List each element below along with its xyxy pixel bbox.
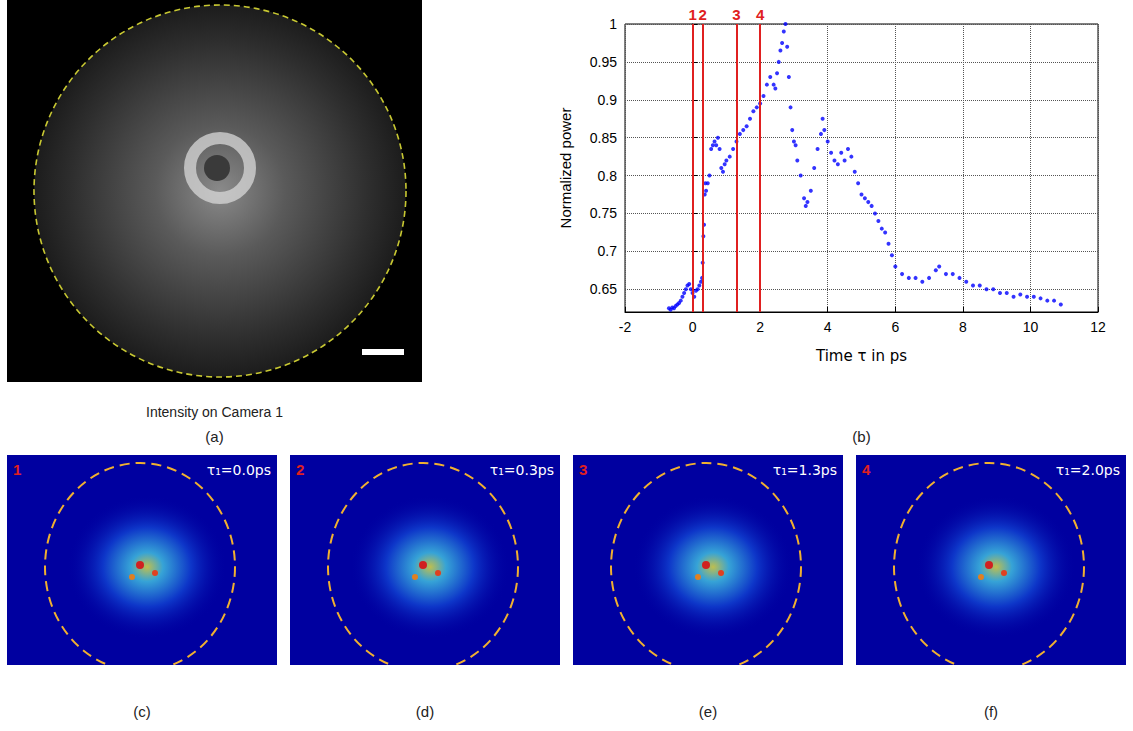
svg-text:0: 0 <box>689 319 697 335</box>
svg-text:3: 3 <box>732 6 740 23</box>
svg-text:-2: -2 <box>619 319 632 335</box>
svg-text:0.85: 0.85 <box>590 130 617 146</box>
svg-text:Normalized power: Normalized power <box>557 108 574 229</box>
svg-text:12: 12 <box>1090 319 1106 335</box>
svg-text:Time τ in ps: Time τ in ps <box>815 347 907 365</box>
svg-text:1: 1 <box>609 16 617 32</box>
svg-text:0.7: 0.7 <box>598 243 618 259</box>
svg-text:10: 10 <box>1023 319 1039 335</box>
svg-text:4: 4 <box>824 319 832 335</box>
html-text:(a): (a) <box>205 428 224 445</box>
svg-text:8: 8 <box>959 319 967 335</box>
svg-text:0.75: 0.75 <box>590 205 617 221</box>
svg-text:0.8: 0.8 <box>598 168 618 184</box>
svg-text:τ₁=0.0ps: τ₁=0.0ps <box>207 462 271 478</box>
svg-text:τ₁=2.0ps: τ₁=2.0ps <box>1056 462 1120 478</box>
html-text:(b): (b) <box>852 428 871 445</box>
svg-text:0.9: 0.9 <box>598 92 618 108</box>
svg-text:2: 2 <box>756 319 764 335</box>
svg-text:τ₁=0.3ps: τ₁=0.3ps <box>490 462 554 478</box>
html-text:Intensity on Camera 1: Intensity on Camera 1 <box>146 404 283 420</box>
html-text:(d): (d) <box>415 703 435 720</box>
html-text:(e): (e) <box>698 703 718 720</box>
svg-text:6: 6 <box>891 319 899 335</box>
html-text:(f): (f) <box>983 703 999 720</box>
svg-text:3: 3 <box>579 461 587 478</box>
svg-text:τ₁=1.3ps: τ₁=1.3ps <box>773 462 837 478</box>
svg-text:1: 1 <box>688 6 696 23</box>
svg-text:0.95: 0.95 <box>590 54 617 70</box>
svg-text:4: 4 <box>862 461 871 478</box>
svg-text:2: 2 <box>296 461 304 478</box>
svg-text:1: 1 <box>13 461 21 478</box>
html-text:(c): (c) <box>133 703 151 720</box>
svg-text:0.65: 0.65 <box>590 281 617 297</box>
svg-text:4: 4 <box>756 6 765 23</box>
svg-text:2: 2 <box>699 6 707 23</box>
